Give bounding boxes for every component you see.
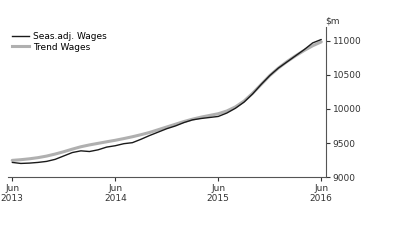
Legend: Seas.adj. Wages, Trend Wages: Seas.adj. Wages, Trend Wages (12, 32, 107, 52)
Text: $m: $m (326, 17, 340, 26)
